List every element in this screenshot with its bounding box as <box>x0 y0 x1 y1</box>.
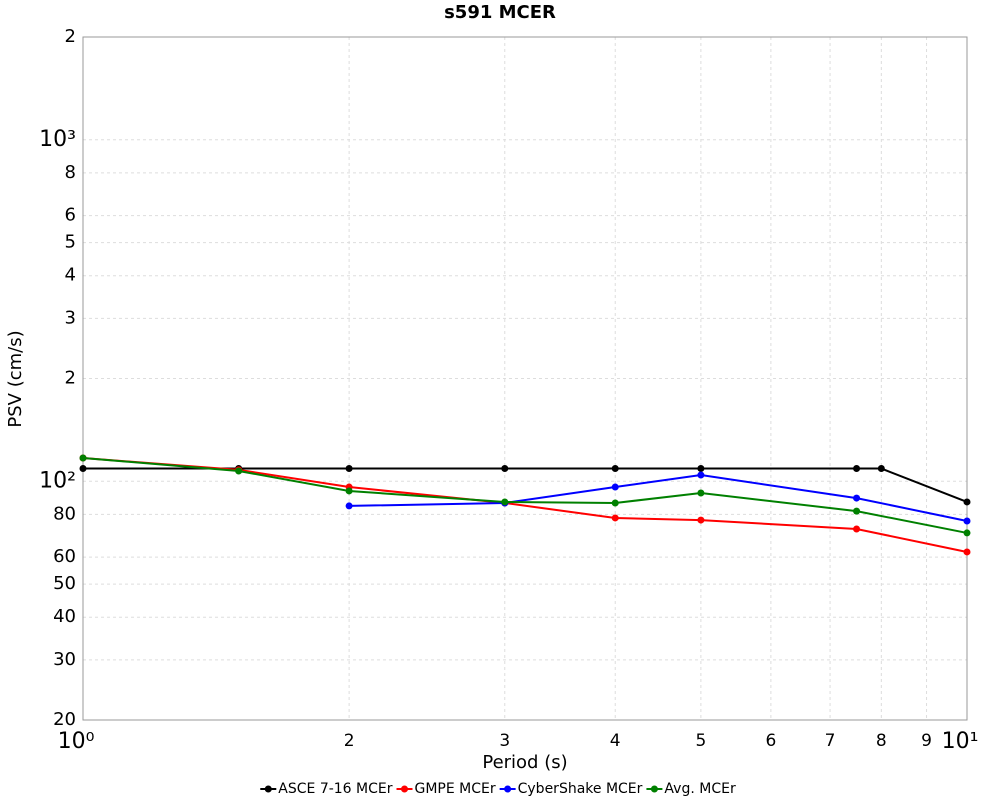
y-tick-label: 80 <box>53 503 76 524</box>
legend-label: Avg. MCEr <box>664 781 736 797</box>
x-tick-label: 8 <box>876 731 887 751</box>
data-point <box>697 471 705 479</box>
y-tick-label: 2 <box>65 368 76 389</box>
data-point <box>697 516 705 524</box>
series-line <box>82 457 968 534</box>
data-point <box>501 465 509 473</box>
legend-marker <box>264 785 272 793</box>
legend-marker <box>504 785 512 793</box>
data-point <box>79 465 87 473</box>
y-tick-label: 30 <box>53 649 76 670</box>
y-tick-label: 20 <box>53 709 76 730</box>
x-tick-label: 6 <box>765 731 776 751</box>
legend-marker <box>401 785 408 793</box>
x-tick-label: 10¹ <box>942 729 979 754</box>
y-tick-label: 60 <box>53 546 76 567</box>
data-point <box>345 502 353 510</box>
plot-frame <box>82 36 968 721</box>
data-point <box>79 454 87 462</box>
series-line <box>82 457 968 553</box>
data-point <box>611 499 619 507</box>
data-point <box>697 489 705 497</box>
data-point <box>963 529 971 537</box>
y-tick-label: 4 <box>65 265 76 286</box>
data-point <box>611 483 619 491</box>
data-point <box>963 498 971 506</box>
y-tick-label: 40 <box>53 606 76 627</box>
data-point <box>345 465 353 473</box>
y-tick-label: 6 <box>65 205 76 226</box>
data-point <box>853 525 861 533</box>
legend-label: GMPE MCEr <box>415 781 496 797</box>
data-point <box>877 465 885 473</box>
data-point <box>235 467 243 475</box>
y-tick-label: 3 <box>65 307 76 328</box>
data-point <box>345 487 353 495</box>
data-point <box>853 507 861 515</box>
data-point <box>963 517 971 525</box>
legend: ASCE 7-16 MCEr GMPE MCEr CyberShake MCEr Av… <box>260 781 736 797</box>
y-tick-label: 10³ <box>39 127 76 152</box>
x-tick-label: 10⁰ <box>58 729 95 754</box>
x-axis-label: Period (s) <box>482 752 567 773</box>
x-tick-label: 5 <box>695 731 706 751</box>
y-axis-label: PSV (cm/s) <box>5 330 26 427</box>
x-tick-label: 9 <box>921 731 932 751</box>
y-tick-label: 5 <box>65 232 76 253</box>
data-point <box>501 498 509 506</box>
data-point <box>697 465 705 473</box>
chart-title: s591 MCER <box>444 2 556 23</box>
data-point <box>611 465 619 473</box>
y-tick-label: 2 <box>65 26 76 47</box>
data-point <box>963 548 971 556</box>
data-point <box>611 514 619 522</box>
legend-label: CyberShake MCEr <box>518 781 643 797</box>
x-tick-label: 4 <box>610 731 621 751</box>
x-tick-label: 7 <box>825 731 836 751</box>
series-line <box>349 474 968 523</box>
x-tick-label: 2 <box>344 731 355 751</box>
y-tick-label: 10² <box>39 468 76 493</box>
x-tick-label: 3 <box>499 731 510 751</box>
data-point <box>853 494 861 502</box>
legend-label: ASCE 7-16 MCEr <box>278 781 392 797</box>
data-point <box>853 465 861 473</box>
y-tick-label: 8 <box>65 162 76 183</box>
y-tick-label: 50 <box>53 573 76 594</box>
legend-marker <box>650 785 658 793</box>
